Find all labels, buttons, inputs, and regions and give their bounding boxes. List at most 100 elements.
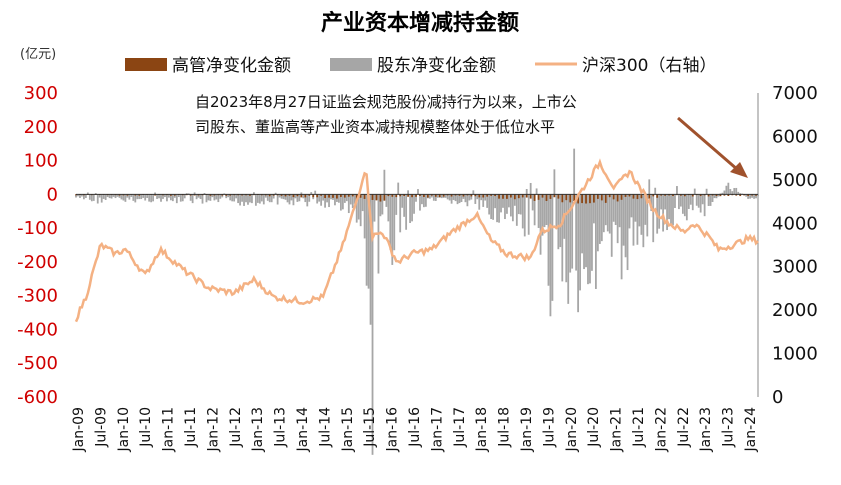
exec-bar (383, 194, 386, 201)
holder-bar (462, 194, 465, 199)
holder-bar (668, 194, 670, 220)
exec-bar (600, 194, 603, 201)
holder-bar (185, 193, 188, 195)
holder-bar (515, 194, 518, 226)
holder-bar (598, 194, 601, 244)
exec-bar (134, 194, 137, 196)
holder-bar (84, 194, 87, 198)
holder-bar (419, 194, 421, 211)
exec-bar (438, 194, 441, 198)
holder-bar (423, 194, 425, 208)
holder-bar (527, 194, 530, 235)
holder-bar (587, 194, 589, 285)
exec-bar (462, 194, 465, 197)
left-axis-unit: (亿元) (20, 47, 56, 62)
legend-label-exec: 高管净变化金额 (172, 56, 291, 76)
holder-bar (126, 194, 129, 198)
holder-bar (757, 194, 759, 197)
holder-bar (201, 194, 204, 204)
exec-bar (173, 194, 176, 196)
holder-bar (454, 194, 457, 202)
holder-bar (417, 189, 419, 195)
holder-bar (628, 194, 631, 229)
exec-bar (249, 194, 251, 196)
exec-bar (379, 194, 382, 202)
holder-bar (508, 194, 510, 208)
exec-bar (126, 194, 129, 196)
holder-bar (241, 194, 243, 202)
x-tick-label: Jan-11 (161, 407, 177, 452)
holder-bar (171, 194, 174, 202)
exec-bar (343, 194, 346, 198)
holder-bar (664, 194, 666, 210)
holder-bar (452, 194, 455, 200)
holder-bar (235, 194, 238, 199)
exec-bar (423, 194, 425, 197)
holder-bar (274, 192, 277, 195)
exec-bar (339, 194, 342, 197)
legend-swatch-holder (330, 58, 372, 71)
holder-bar (286, 194, 289, 203)
holder-bar (361, 194, 364, 212)
exec-bar (470, 194, 473, 197)
holder-bar (320, 194, 323, 206)
holder-bar (533, 194, 536, 226)
holder-bar (231, 194, 234, 202)
holder-bar (116, 194, 119, 197)
holder-bar (616, 194, 619, 244)
holder-bar (484, 194, 487, 201)
exec-bar (506, 194, 508, 199)
holder-bar (391, 194, 394, 265)
holder-bar (430, 194, 433, 198)
exec-bar (426, 194, 429, 198)
exec-bar (375, 194, 378, 201)
holder-bar (683, 194, 686, 217)
holder-bar (434, 194, 437, 201)
holder-bar (407, 190, 410, 195)
exec-bar (399, 194, 402, 197)
holder-bar (652, 194, 655, 243)
holder-bar (506, 194, 508, 214)
exec-bar (549, 194, 552, 199)
holder-bar (134, 194, 137, 203)
holder-bar (173, 194, 176, 198)
holder-bar (359, 194, 362, 227)
holder-bar (272, 194, 275, 199)
holder-bar (229, 194, 232, 201)
holder-bar (470, 194, 473, 200)
exec-bar (292, 194, 295, 198)
holder-bar (685, 194, 688, 221)
holder-bar (490, 194, 493, 220)
holder-bar (264, 194, 267, 198)
holder-bar (557, 194, 560, 250)
exec-bar (664, 194, 666, 196)
holder-bar (535, 188, 538, 195)
holder-bar (521, 194, 524, 229)
exec-bar (660, 194, 663, 196)
x-tick-label: Jan-17 (429, 407, 445, 452)
x-tick-label: Jul-11 (183, 407, 199, 448)
exec-bar (450, 194, 453, 197)
holder-bar (254, 194, 257, 206)
exec-bar (715, 194, 718, 196)
exec-bar (300, 194, 303, 198)
exec-bar (241, 194, 243, 196)
holder-bar (640, 194, 643, 235)
holder-bar (132, 194, 135, 201)
exec-bar (415, 194, 417, 197)
holder-bar (102, 194, 105, 199)
holder-bar (298, 194, 301, 202)
holder-bar (164, 194, 166, 198)
holder-bar (355, 194, 358, 223)
holder-bar (341, 194, 344, 210)
exec-bar (316, 194, 319, 198)
holder-bar (77, 194, 79, 197)
holder-bar (581, 194, 583, 254)
holder-bar (213, 194, 216, 201)
exec-bar (296, 194, 299, 197)
holder-bar (168, 194, 170, 198)
exec-bar (711, 194, 714, 196)
holder-bar (541, 194, 544, 236)
x-tick-label: Jul-18 (497, 407, 513, 448)
holder-bar (432, 194, 435, 201)
